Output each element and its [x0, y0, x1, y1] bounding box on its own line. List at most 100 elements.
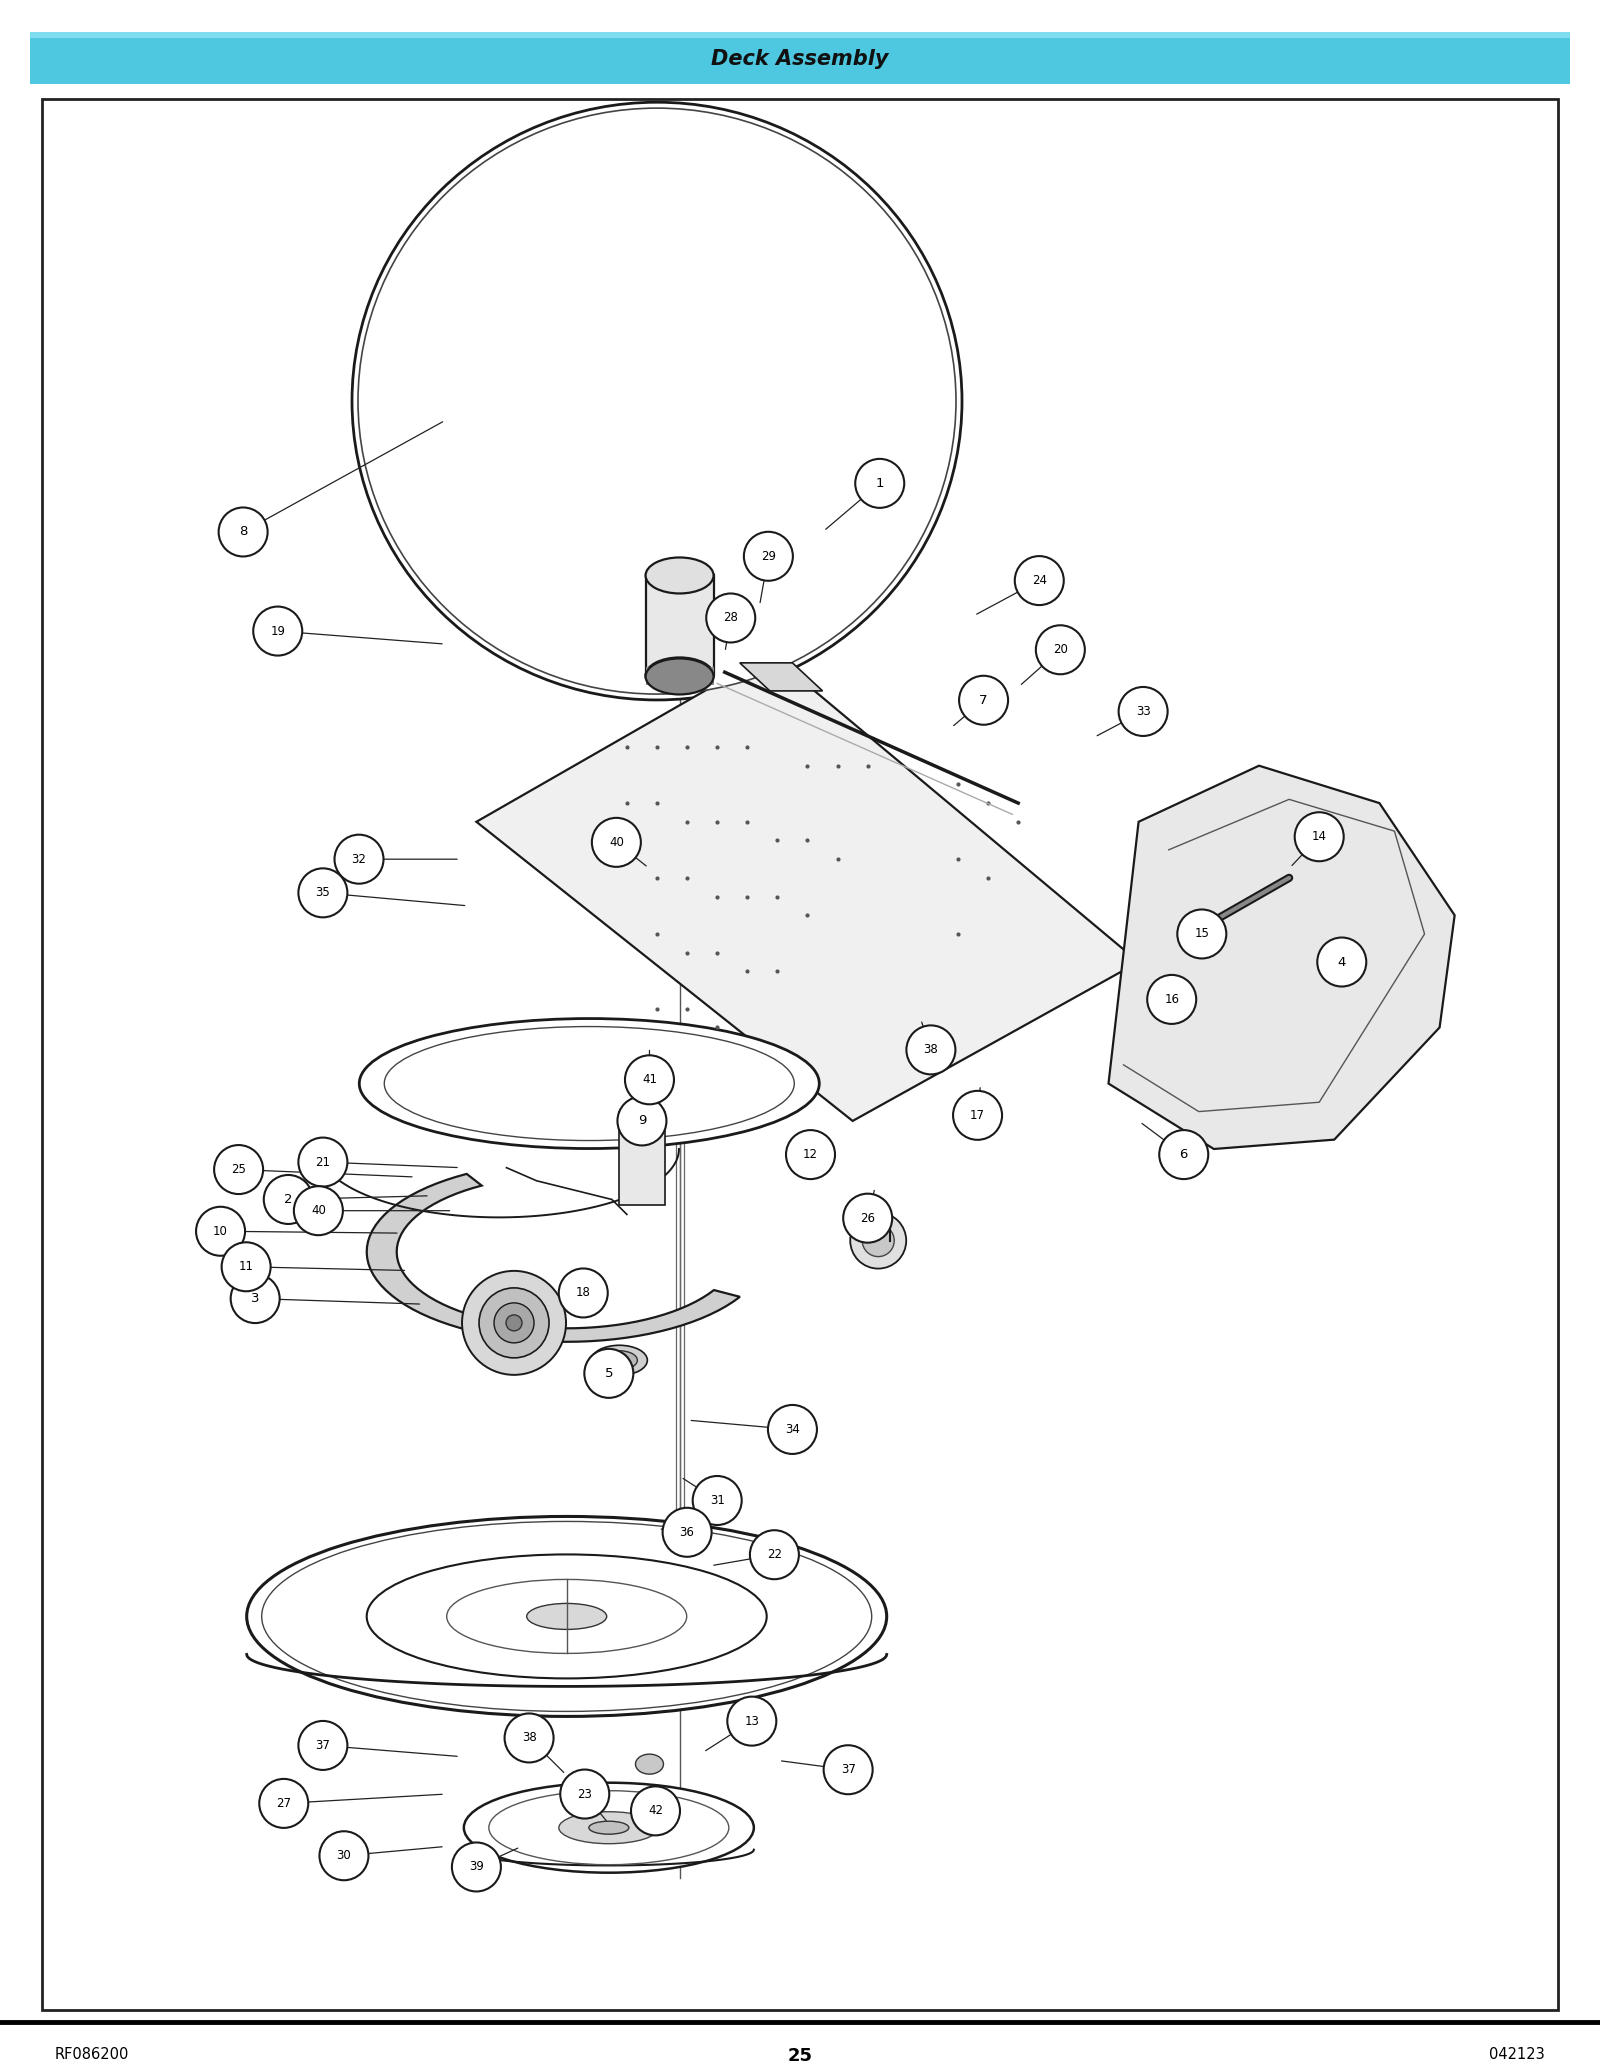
Ellipse shape — [645, 557, 714, 594]
Text: 31: 31 — [710, 1495, 725, 1507]
Ellipse shape — [246, 1517, 886, 1716]
Circle shape — [592, 818, 642, 867]
Text: 36: 36 — [680, 1526, 694, 1538]
Circle shape — [907, 1025, 955, 1074]
Circle shape — [298, 867, 347, 917]
Text: 19: 19 — [270, 625, 285, 638]
Text: 11: 11 — [238, 1261, 254, 1273]
Circle shape — [584, 1350, 634, 1397]
Ellipse shape — [506, 1314, 522, 1331]
Ellipse shape — [526, 1604, 606, 1629]
Ellipse shape — [490, 1791, 730, 1865]
Ellipse shape — [589, 1822, 629, 1834]
Polygon shape — [739, 662, 822, 691]
Polygon shape — [477, 654, 1139, 1122]
Circle shape — [504, 1714, 554, 1762]
Circle shape — [222, 1242, 270, 1292]
Text: 24: 24 — [1032, 573, 1046, 588]
Circle shape — [451, 1842, 501, 1892]
Ellipse shape — [464, 1782, 754, 1873]
Circle shape — [693, 1476, 742, 1526]
Ellipse shape — [592, 1346, 648, 1374]
Circle shape — [259, 1778, 309, 1828]
Text: 10: 10 — [213, 1225, 227, 1238]
Circle shape — [626, 1056, 674, 1103]
Circle shape — [1160, 1130, 1208, 1180]
Text: 12: 12 — [803, 1149, 818, 1161]
Text: 41: 41 — [642, 1074, 658, 1087]
Circle shape — [298, 1720, 347, 1770]
Text: 34: 34 — [786, 1422, 800, 1437]
Circle shape — [630, 1786, 680, 1836]
Text: 32: 32 — [352, 853, 366, 865]
Text: 4: 4 — [1338, 956, 1346, 969]
Circle shape — [230, 1273, 280, 1323]
Text: 7: 7 — [979, 693, 987, 706]
Circle shape — [560, 1770, 610, 1820]
Circle shape — [298, 1138, 347, 1186]
Text: 38: 38 — [522, 1731, 536, 1745]
Circle shape — [786, 1130, 835, 1180]
Ellipse shape — [850, 1213, 906, 1269]
Polygon shape — [571, 1288, 608, 1310]
Text: 5: 5 — [605, 1366, 613, 1381]
Circle shape — [1118, 687, 1168, 737]
Ellipse shape — [360, 1018, 819, 1149]
Text: 42: 42 — [648, 1805, 662, 1817]
Circle shape — [219, 507, 267, 557]
Text: Deck Assembly: Deck Assembly — [712, 50, 888, 68]
Text: 37: 37 — [840, 1764, 856, 1776]
Text: 33: 33 — [1136, 706, 1150, 718]
Ellipse shape — [384, 1027, 794, 1141]
Text: 26: 26 — [861, 1211, 875, 1225]
Circle shape — [843, 1194, 893, 1242]
Circle shape — [294, 1186, 342, 1236]
Text: 25: 25 — [787, 2047, 813, 2064]
Bar — [645, 667, 714, 685]
Circle shape — [1035, 625, 1085, 675]
Text: 39: 39 — [469, 1861, 483, 1873]
Circle shape — [954, 1091, 1002, 1141]
Ellipse shape — [358, 108, 957, 693]
Text: 22: 22 — [766, 1548, 782, 1561]
Text: 20: 20 — [1053, 644, 1067, 656]
Bar — [619, 1112, 664, 1205]
Ellipse shape — [494, 1302, 534, 1343]
Circle shape — [197, 1207, 245, 1256]
Text: 14: 14 — [1312, 830, 1326, 842]
Text: RF086200: RF086200 — [54, 2047, 130, 2062]
Circle shape — [1147, 975, 1197, 1025]
Circle shape — [264, 1176, 312, 1223]
Ellipse shape — [478, 1288, 549, 1358]
Text: 2: 2 — [285, 1192, 293, 1207]
Circle shape — [768, 1406, 818, 1453]
Ellipse shape — [602, 1352, 637, 1370]
Ellipse shape — [446, 1579, 686, 1654]
Circle shape — [706, 594, 755, 642]
Text: 37: 37 — [315, 1739, 330, 1751]
Text: 15: 15 — [1194, 927, 1210, 940]
Circle shape — [1178, 909, 1226, 958]
Ellipse shape — [352, 101, 962, 700]
Text: 18: 18 — [576, 1285, 590, 1300]
Text: 27: 27 — [277, 1797, 291, 1809]
Ellipse shape — [558, 1811, 659, 1844]
Ellipse shape — [635, 1753, 664, 1774]
Ellipse shape — [645, 658, 714, 693]
Ellipse shape — [645, 658, 714, 693]
Text: 9: 9 — [638, 1114, 646, 1128]
Circle shape — [1014, 557, 1064, 604]
Text: 042123: 042123 — [1490, 2047, 1546, 2062]
Text: 6: 6 — [1179, 1149, 1187, 1161]
Circle shape — [750, 1530, 798, 1579]
Text: 25: 25 — [230, 1163, 246, 1176]
Circle shape — [958, 675, 1008, 724]
Bar — [645, 575, 714, 675]
Circle shape — [214, 1145, 262, 1194]
Text: 28: 28 — [723, 611, 738, 625]
Text: 17: 17 — [970, 1110, 986, 1122]
Text: 3: 3 — [251, 1292, 259, 1304]
Polygon shape — [366, 1174, 739, 1341]
Ellipse shape — [462, 1271, 566, 1374]
Text: 40: 40 — [610, 836, 624, 849]
